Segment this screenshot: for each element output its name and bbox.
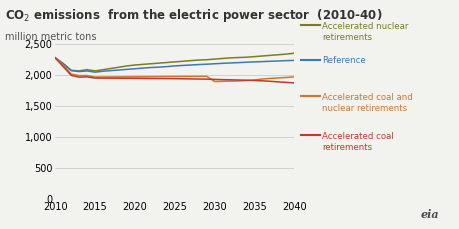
Text: CO$_2$ emissions  from the electric power sector  (2010-40): CO$_2$ emissions from the electric power…: [5, 7, 381, 24]
Text: eia: eia: [420, 209, 438, 220]
Text: million metric tons: million metric tons: [5, 32, 96, 42]
Text: Accelerated coal
retirements: Accelerated coal retirements: [321, 132, 393, 152]
Text: Accelerated nuclear
retirements: Accelerated nuclear retirements: [321, 22, 408, 42]
Text: Reference: Reference: [321, 56, 365, 65]
Text: Accelerated coal and
nuclear retirements: Accelerated coal and nuclear retirements: [321, 93, 412, 113]
